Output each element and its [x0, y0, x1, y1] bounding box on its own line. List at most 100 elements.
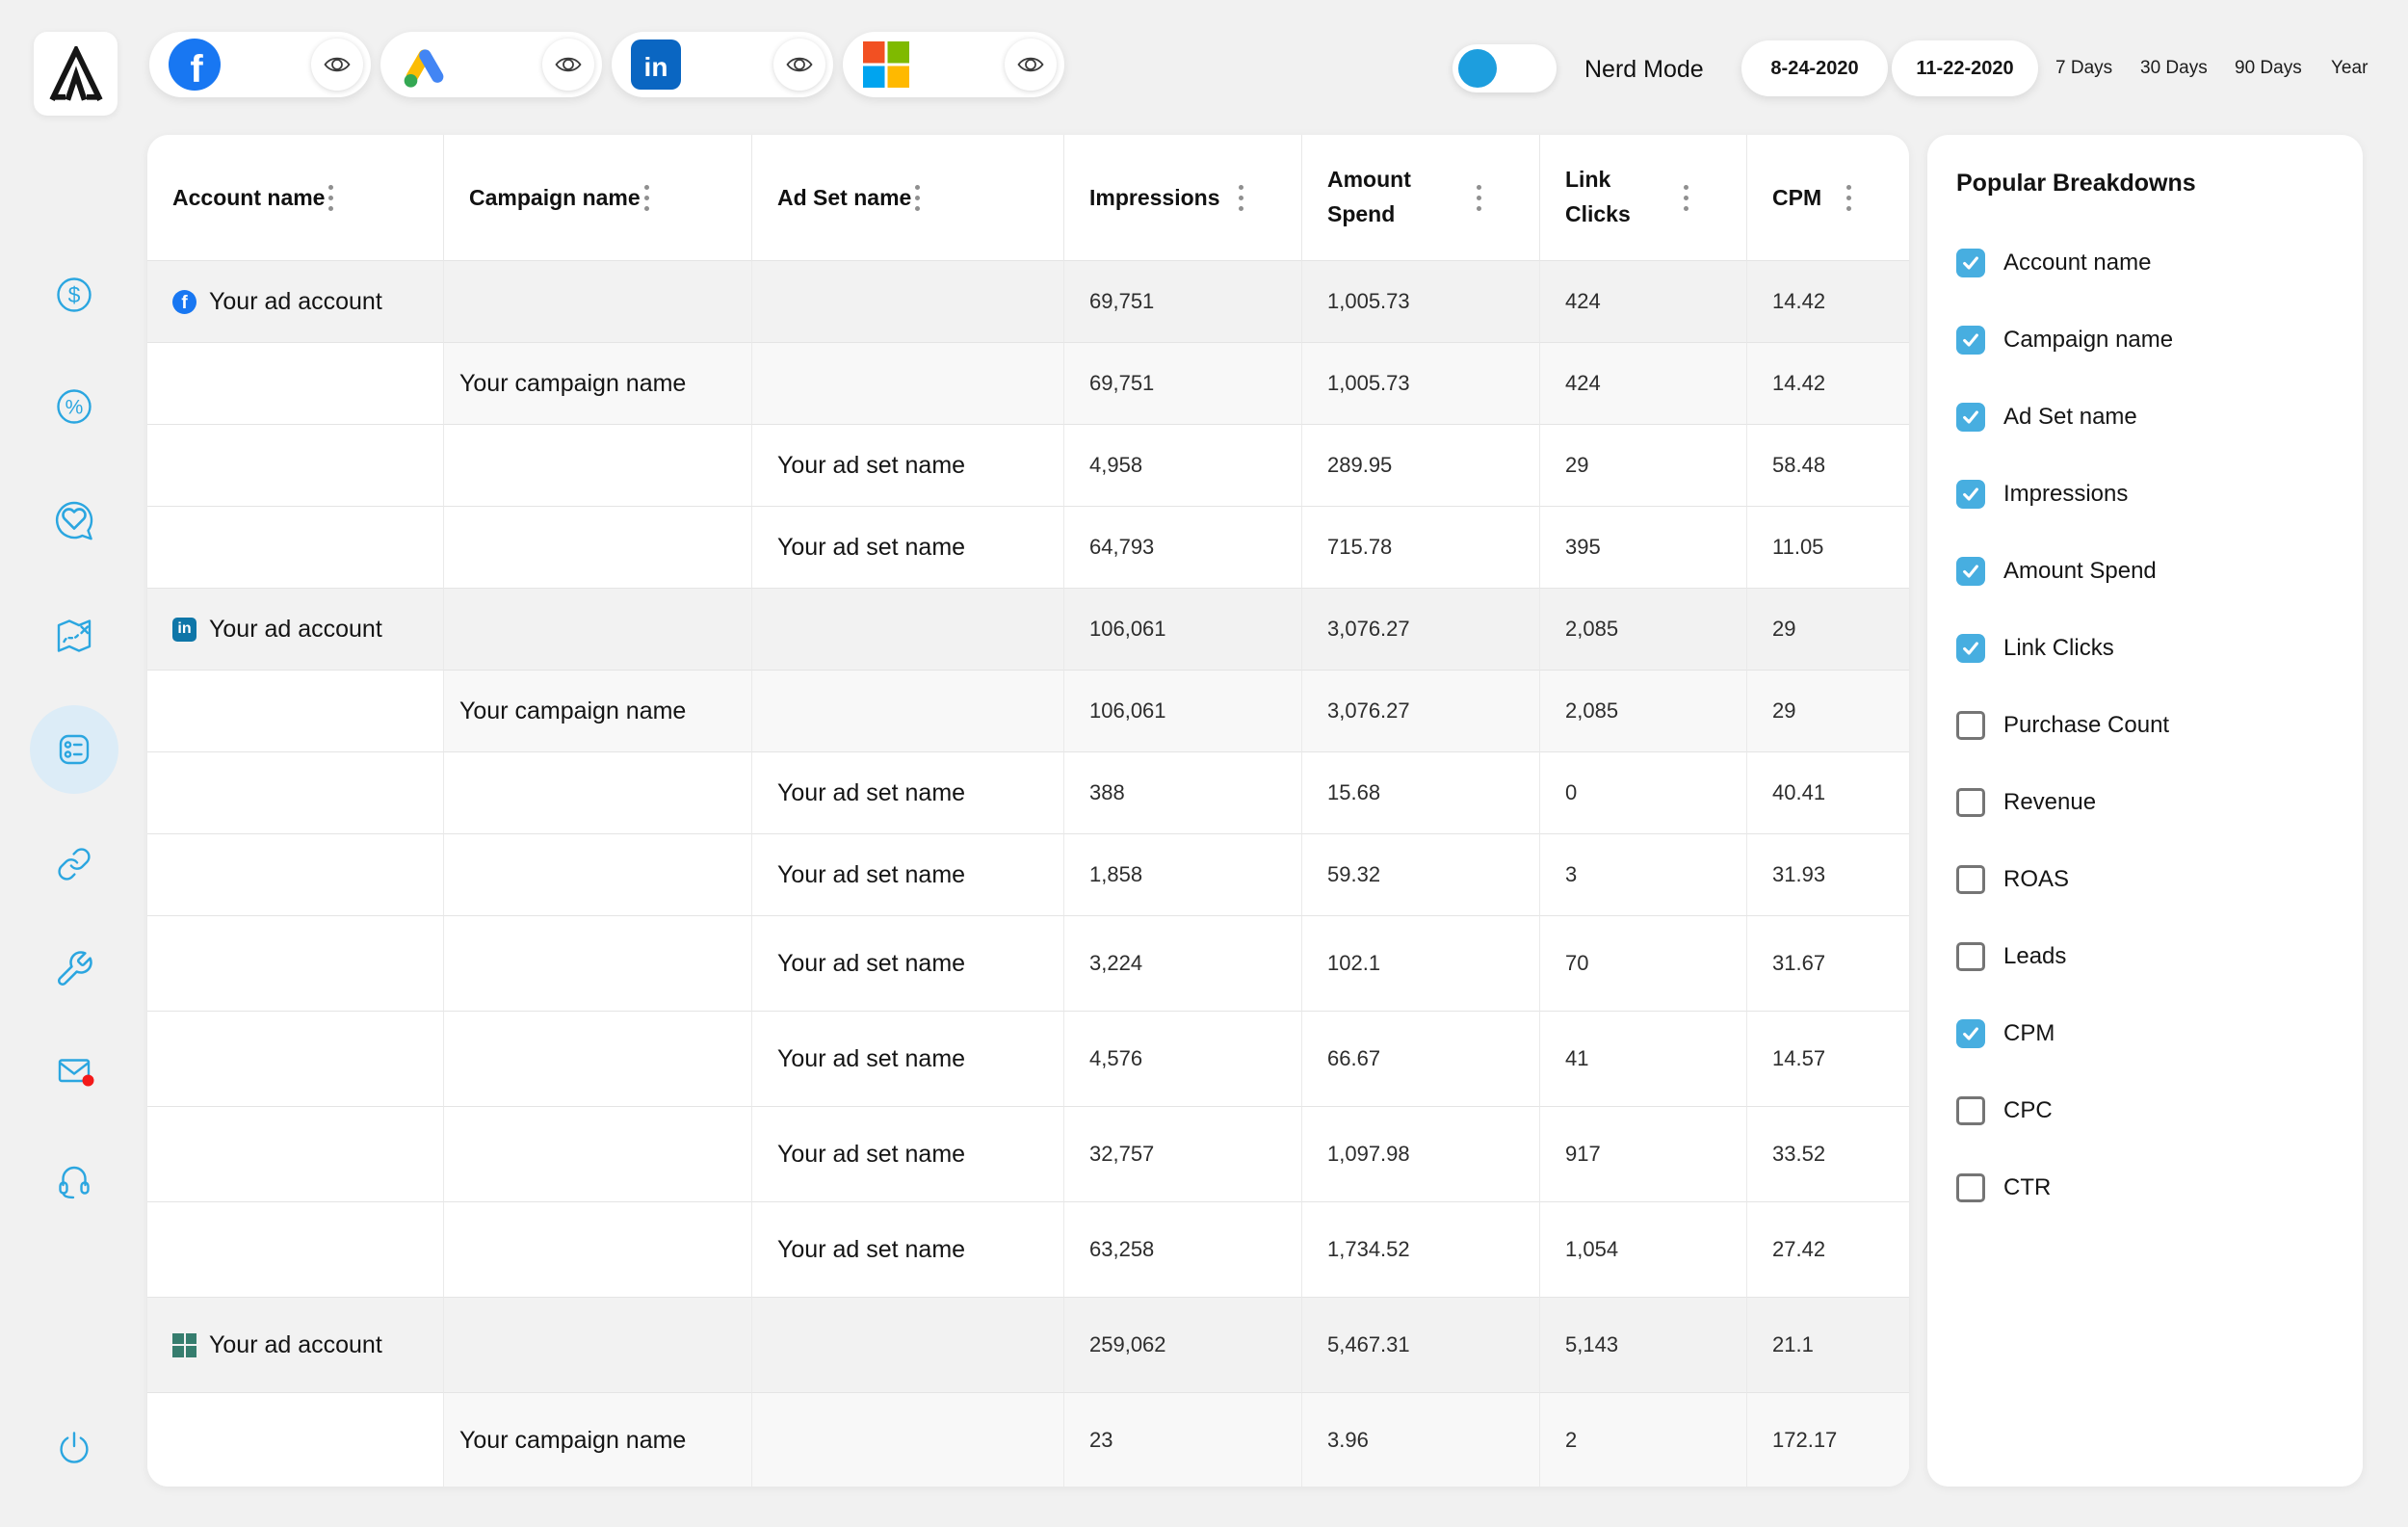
breakdown-checkbox-item[interactable]: Link Clicks: [1956, 610, 2363, 687]
breakdown-checkbox-item[interactable]: Ad Set name: [1956, 379, 2363, 456]
cell-cpm: 29: [1747, 588, 1909, 670]
breakdown-checkbox-item[interactable]: CPM: [1956, 995, 2363, 1072]
platform-pill-microsoft[interactable]: [843, 32, 1064, 97]
range-7-days[interactable]: 7 Days: [2055, 58, 2113, 78]
wrench-icon[interactable]: [51, 946, 97, 992]
start-date-picker[interactable]: 8-24-2020: [1741, 40, 1888, 96]
cell-ad-set-name: Your ad set name: [752, 751, 1064, 833]
cell-cpm: 58.48: [1747, 424, 1909, 506]
app-logo[interactable]: [34, 32, 118, 116]
eye-icon: [555, 57, 582, 72]
checkbox[interactable]: [1956, 326, 1985, 355]
breakdown-label: Account name: [2003, 250, 2152, 276]
cell-cpm: 40.41: [1747, 751, 1909, 833]
popular-breakdowns-panel: Popular Breakdowns Account name Campaign…: [1927, 135, 2363, 1487]
cell-ad-set-name: Your ad set name: [752, 915, 1064, 1011]
visibility-eye-button[interactable]: [311, 39, 363, 91]
metrics-table-body: f Your ad account 69,751 1,005.73 424 14.…: [147, 260, 1909, 1487]
column-menu-kebab-icon[interactable]: [1680, 181, 1692, 215]
breakdown-checkbox-item[interactable]: CTR: [1956, 1149, 2363, 1226]
table-row: Your ad set name 1,858 59.32 3 31.93: [147, 833, 1909, 915]
column-menu-kebab-icon[interactable]: [911, 181, 924, 215]
report-list-icon[interactable]: [51, 726, 97, 773]
platform-pill-linkedin[interactable]: in: [612, 32, 833, 97]
cell-campaign-name: [444, 1297, 752, 1392]
breakdown-checkbox-item[interactable]: Revenue: [1956, 764, 2363, 841]
cell-link-clicks: 70: [1540, 915, 1747, 1011]
cell-account-name: [147, 342, 444, 424]
cell-link-clicks: 424: [1540, 342, 1747, 424]
range-30-days[interactable]: 30 Days: [2140, 58, 2208, 78]
breakdown-checkbox-item[interactable]: CPC: [1956, 1072, 2363, 1149]
cell-amount-spend: 5,467.31: [1302, 1297, 1540, 1392]
dollar-icon[interactable]: $: [51, 272, 97, 318]
checkbox[interactable]: [1956, 480, 1985, 509]
cell-campaign-name: [444, 833, 752, 915]
platform-pill-google-ads[interactable]: [380, 32, 602, 97]
percent-icon[interactable]: %: [51, 383, 97, 430]
cell-ad-set-name: Your ad set name: [752, 424, 1064, 506]
breakdown-list: Account name Campaign name Ad Set name I…: [1956, 224, 2363, 1226]
cell-link-clicks: 41: [1540, 1011, 1747, 1106]
map-icon[interactable]: [51, 613, 97, 659]
range-year[interactable]: Year: [2331, 58, 2369, 78]
checkbox[interactable]: [1956, 634, 1985, 663]
table-row: Your ad account 259,062 5,467.31 5,143 2…: [147, 1297, 1909, 1392]
breakdown-checkbox-item[interactable]: Amount Spend: [1956, 533, 2363, 610]
checkmark-icon: [1963, 256, 1978, 270]
checkbox[interactable]: [1956, 1173, 1985, 1202]
table-row: f Your ad account 69,751 1,005.73 424 14.…: [147, 260, 1909, 342]
cell-ad-set-name: Your ad set name: [752, 1106, 1064, 1201]
end-date-picker[interactable]: 11-22-2020: [1892, 40, 2038, 96]
checkbox[interactable]: [1956, 557, 1985, 586]
cell-campaign-name: [444, 915, 752, 1011]
column-header-label: Amount Spend: [1327, 167, 1411, 226]
breakdown-checkbox-item[interactable]: Campaign name: [1956, 302, 2363, 379]
link-icon[interactable]: [51, 841, 97, 887]
breakdown-checkbox-item[interactable]: Account name: [1956, 224, 2363, 302]
column-menu-kebab-icon[interactable]: [1843, 181, 1855, 215]
heart-chat-icon[interactable]: [51, 497, 97, 543]
checkbox[interactable]: [1956, 403, 1985, 432]
power-icon[interactable]: [51, 1425, 97, 1471]
cell-ad-set-name: Your ad set name: [752, 833, 1064, 915]
table-row: Your ad set name 63,258 1,734.52 1,054 2…: [147, 1201, 1909, 1297]
breakdown-checkbox-item[interactable]: ROAS: [1956, 841, 2363, 918]
column-header-label: Account name: [172, 184, 326, 210]
cell-campaign-name: Your campaign name: [444, 1392, 752, 1487]
checkbox[interactable]: [1956, 788, 1985, 817]
table-row: Your ad set name 388 15.68 0 40.41: [147, 751, 1909, 833]
cell-campaign-name: [444, 1106, 752, 1201]
range-90-days[interactable]: 90 Days: [2235, 58, 2302, 78]
eye-icon: [1017, 57, 1044, 72]
mail-icon[interactable]: [51, 1047, 97, 1093]
breakdown-checkbox-item[interactable]: Impressions: [1956, 456, 2363, 533]
cell-ad-set-name: [752, 588, 1064, 670]
checkmark-icon: [1963, 565, 1978, 578]
breakdown-checkbox-item[interactable]: Purchase Count: [1956, 687, 2363, 764]
visibility-eye-button[interactable]: [773, 39, 825, 91]
headset-icon[interactable]: [51, 1155, 97, 1201]
column-menu-kebab-icon[interactable]: [641, 181, 653, 215]
visibility-eye-button[interactable]: [542, 39, 594, 91]
checkbox[interactable]: [1956, 865, 1985, 894]
visibility-eye-button[interactable]: [1005, 39, 1057, 91]
breakdown-checkbox-item[interactable]: Leads: [1956, 918, 2363, 995]
column-menu-kebab-icon[interactable]: [1235, 181, 1247, 215]
cell-link-clicks: 3: [1540, 833, 1747, 915]
column-header: Ad Set name: [752, 135, 1064, 260]
platform-pill-facebook[interactable]: f: [149, 32, 371, 97]
checkbox[interactable]: [1956, 1019, 1985, 1048]
checkbox[interactable]: [1956, 942, 1985, 971]
svg-text:$: $: [68, 282, 81, 307]
column-menu-kebab-icon[interactable]: [325, 181, 337, 215]
breakdown-label: ROAS: [2003, 866, 2070, 892]
cell-ad-set-name: Your ad set name: [752, 1201, 1064, 1297]
checkbox[interactable]: [1956, 249, 1985, 277]
nerd-mode-toggle[interactable]: [1453, 44, 1557, 92]
checkbox[interactable]: [1956, 1096, 1985, 1125]
cell-account-name: [147, 1106, 444, 1201]
checkbox[interactable]: [1956, 711, 1985, 740]
cell-ad-set-name: [752, 670, 1064, 751]
column-menu-kebab-icon[interactable]: [1473, 181, 1485, 215]
